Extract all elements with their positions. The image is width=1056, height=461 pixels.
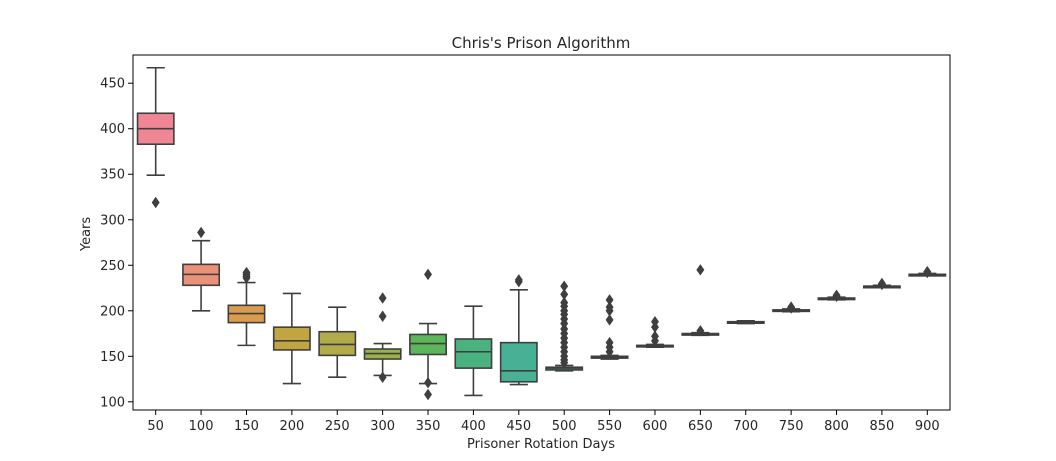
outlier-point: [605, 336, 614, 349]
y-tick-label: 100: [100, 395, 125, 410]
x-tick-label: 500: [552, 419, 577, 434]
x-tick-label: 800: [824, 419, 849, 434]
outlier-point: [424, 376, 432, 389]
box-400: [454, 305, 493, 397]
box-200: [272, 292, 311, 385]
y-tick-label: 350: [100, 168, 125, 183]
outlier-point: [696, 325, 705, 337]
outlier-point: [378, 310, 387, 322]
y-tick-label: 250: [100, 259, 125, 274]
box-450: [499, 274, 538, 386]
outlier-point: [378, 371, 387, 383]
y-tick-label: 150: [100, 350, 125, 365]
outlier-point: [424, 268, 432, 281]
iqr-box: [454, 338, 493, 369]
y-tick-label: 200: [100, 304, 125, 319]
x-tick-label: 650: [688, 419, 713, 434]
iqr-box: [272, 326, 311, 351]
x-tick-label: 50: [147, 419, 164, 434]
x-tick-label: 150: [234, 419, 259, 434]
box-650: [681, 264, 720, 337]
axes: 100 150 200 250 300 350 400 450 50 100 150 200 250 30…: [100, 54, 951, 434]
y-axis-label: Years: [79, 217, 94, 253]
y-tick-label: 400: [100, 122, 125, 137]
x-tick-label: 900: [915, 419, 940, 434]
outlier-point: [151, 196, 160, 209]
y-tick-label: 300: [100, 213, 125, 228]
x-tick-label: 850: [870, 419, 895, 434]
box-850: [862, 277, 901, 291]
x-tick-label: 100: [189, 419, 214, 434]
x-tick-label: 400: [461, 419, 486, 434]
outlier-point: [560, 288, 569, 301]
box-250: [318, 306, 357, 379]
outlier-point: [514, 274, 523, 286]
x-tick-label: 200: [279, 419, 304, 434]
outlier-point: [605, 294, 614, 306]
plot-area: [136, 66, 947, 401]
box-750: [772, 301, 811, 314]
outlier-point: [560, 296, 569, 309]
outlier-point: [424, 388, 432, 401]
x-tick-label: 250: [325, 419, 350, 434]
x-axis-label: Prisoner Rotation Days: [467, 437, 615, 452]
outlier-point: [560, 280, 569, 292]
box-800: [817, 289, 856, 302]
box-300: [363, 292, 402, 383]
y-tick-label: 450: [100, 77, 125, 92]
outlier-point: [651, 315, 659, 328]
plot-frame: [132, 54, 951, 411]
x-tick-label: 700: [733, 419, 758, 434]
x-tick-label: 750: [779, 419, 804, 434]
iqr-box: [499, 341, 538, 383]
box-50: [136, 66, 175, 209]
outlier-point: [197, 226, 206, 239]
box-600: [636, 315, 674, 348]
outlier-point: [378, 292, 387, 304]
box-550: [590, 294, 629, 360]
outlier-point: [651, 330, 659, 342]
x-tick-label: 550: [597, 419, 622, 434]
box-700: [726, 319, 765, 325]
outlier-point: [877, 277, 886, 290]
outlier-point: [242, 266, 251, 279]
outlier-point: [696, 264, 705, 276]
outlier-point: [605, 301, 614, 313]
outlier-point: [923, 265, 932, 278]
outlier-point: [605, 314, 614, 326]
x-tick-label: 600: [643, 419, 668, 434]
box-100: [182, 226, 221, 312]
chart-title: Chris's Prison Algorithm: [452, 34, 631, 52]
box-900: [908, 265, 947, 279]
iqr-box: [409, 333, 447, 356]
outlier-point: [832, 289, 841, 302]
x-tick-label: 350: [416, 419, 441, 434]
x-tick-label: 300: [370, 419, 395, 434]
box-150: [227, 266, 266, 347]
iqr-box: [318, 330, 357, 357]
x-tick-label: 450: [506, 419, 531, 434]
box-350: [409, 268, 447, 401]
outlier-point: [787, 301, 796, 313]
box-500: [545, 280, 584, 372]
